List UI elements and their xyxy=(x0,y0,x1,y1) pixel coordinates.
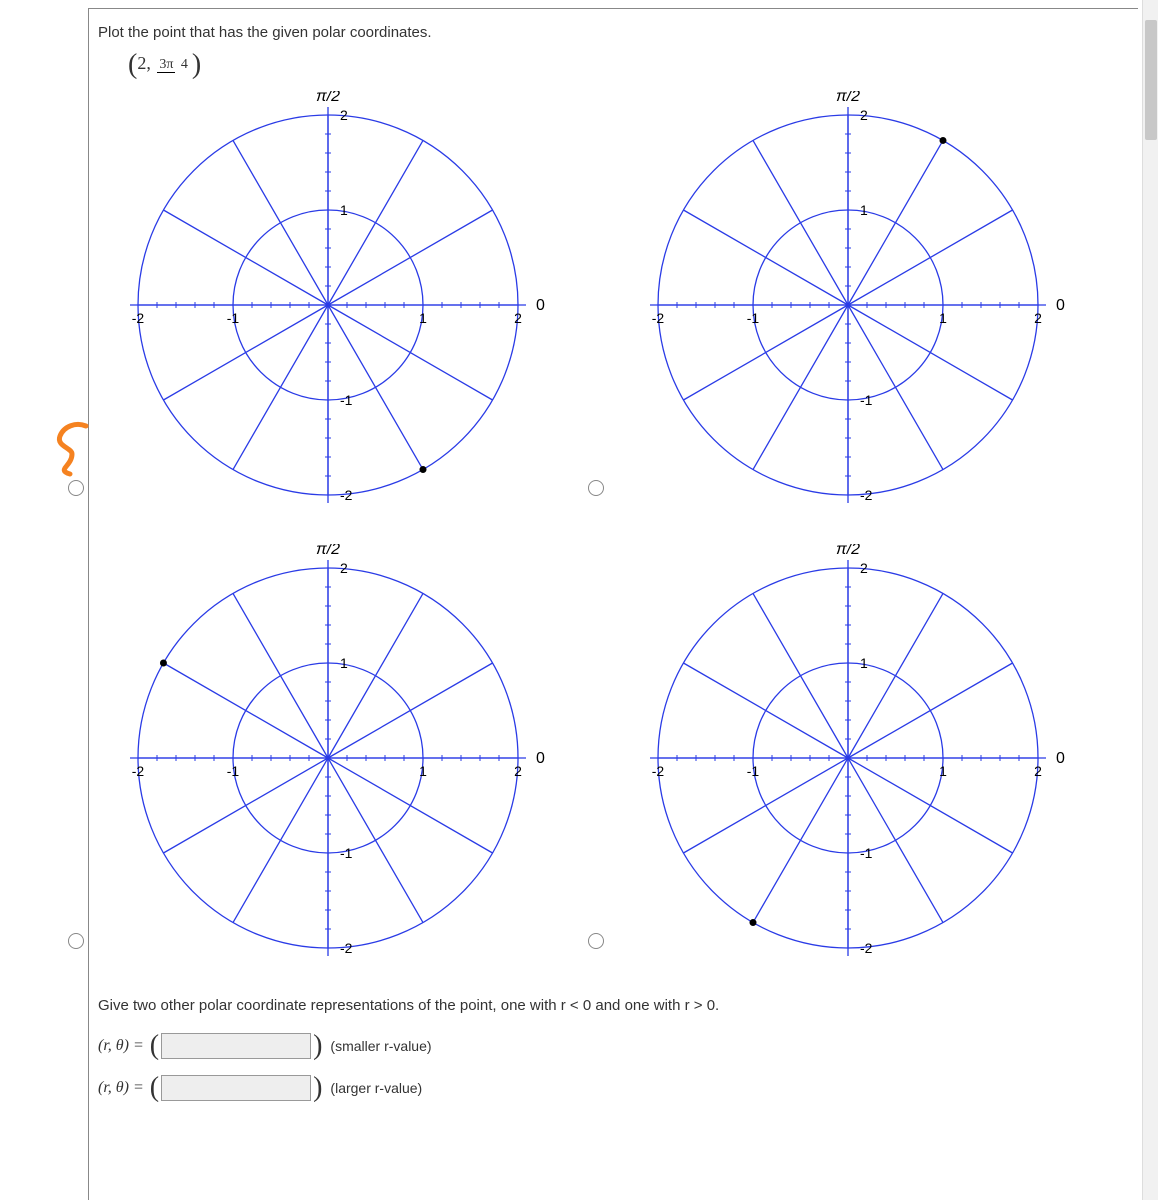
svg-text:1: 1 xyxy=(340,655,348,671)
svg-text:-1: -1 xyxy=(860,845,873,861)
svg-text:0: 0 xyxy=(1056,750,1065,767)
svg-text:-1: -1 xyxy=(860,392,873,408)
answer-hint: (smaller r-value) xyxy=(330,1038,431,1054)
followup-prompt: Give two other polar coordinate represen… xyxy=(98,997,1158,1014)
svg-text:2: 2 xyxy=(340,560,348,576)
svg-text:-1: -1 xyxy=(340,845,353,861)
option-radio-D[interactable] xyxy=(588,933,604,949)
svg-text:2: 2 xyxy=(340,107,348,123)
svg-text:0: 0 xyxy=(536,297,545,314)
svg-text:1: 1 xyxy=(939,310,947,326)
svg-text:2: 2 xyxy=(1034,763,1042,779)
polar-chart-C: -2 -1 1 2 2 1 -1 -2 π/2 0 xyxy=(98,544,578,967)
option-cell-D: -2 -1 1 2 2 1 -1 -2 π/2 0 xyxy=(618,544,1098,967)
answer-row-2: (r, θ) = ( ) (larger r-value) xyxy=(98,1072,1158,1104)
svg-text:-1: -1 xyxy=(340,392,353,408)
svg-text:1: 1 xyxy=(340,202,348,218)
answer-lhs: (r, θ) = xyxy=(98,1037,144,1055)
svg-text:-2: -2 xyxy=(860,940,873,956)
svg-text:1: 1 xyxy=(419,310,427,326)
svg-text:π/2: π/2 xyxy=(316,544,340,558)
svg-text:1: 1 xyxy=(860,202,868,218)
polar-chart-A: -2 -1 1 2 2 1 -1 -2 π/2 0 xyxy=(98,91,578,514)
svg-text:-2: -2 xyxy=(652,310,665,326)
separator-left xyxy=(88,8,89,1200)
polar-chart-D: -2 -1 1 2 2 1 -1 -2 π/2 0 xyxy=(618,544,1098,967)
svg-text:2: 2 xyxy=(514,310,522,326)
polar-chart-B: -2 -1 1 2 2 1 -1 -2 π/2 0 xyxy=(618,91,1098,514)
answer-input-larger[interactable] xyxy=(161,1075,311,1101)
theta-denominator: 4 xyxy=(179,57,190,72)
option-radio-C[interactable] xyxy=(68,933,84,949)
given-r: 2 xyxy=(137,53,146,73)
page: Plot the point that has the given polar … xyxy=(0,0,1158,1200)
svg-text:1: 1 xyxy=(939,763,947,779)
svg-text:-2: -2 xyxy=(132,763,145,779)
given-theta-fraction: 3π 4 xyxy=(157,58,190,72)
svg-text:-1: -1 xyxy=(747,310,760,326)
svg-text:-2: -2 xyxy=(340,487,353,503)
svg-text:1: 1 xyxy=(419,763,427,779)
svg-text:-1: -1 xyxy=(227,310,240,326)
svg-text:0: 0 xyxy=(536,750,545,767)
svg-text:2: 2 xyxy=(514,763,522,779)
svg-text:2: 2 xyxy=(1034,310,1042,326)
svg-text:-2: -2 xyxy=(340,940,353,956)
option-cell-A: -2 -1 1 2 2 1 -1 -2 π/2 0 xyxy=(98,91,578,514)
svg-text:-2: -2 xyxy=(132,310,145,326)
option-cell-B: -2 -1 1 2 2 1 -1 -2 π/2 0 xyxy=(618,91,1098,514)
handwriting-scribble xyxy=(46,420,94,480)
svg-text:1: 1 xyxy=(860,655,868,671)
answer-input-smaller[interactable] xyxy=(161,1033,311,1059)
svg-text:2: 2 xyxy=(860,107,868,123)
theta-numerator: 3π xyxy=(157,57,175,73)
given-coordinates: (2, 3π 4 ) xyxy=(128,49,1158,81)
answer-lhs: (r, θ) = xyxy=(98,1079,144,1097)
svg-text:π/2: π/2 xyxy=(316,91,340,105)
scrollbar-thumb[interactable] xyxy=(1145,20,1157,140)
svg-text:-2: -2 xyxy=(652,763,665,779)
svg-text:-1: -1 xyxy=(227,763,240,779)
answer-row-1: (r, θ) = ( ) (smaller r-value) xyxy=(98,1030,1158,1062)
answer-hint: (larger r-value) xyxy=(330,1080,422,1096)
svg-text:0: 0 xyxy=(1056,297,1065,314)
question-prompt: Plot the point that has the given polar … xyxy=(98,24,1158,41)
option-radio-B[interactable] xyxy=(588,480,604,496)
separator-top xyxy=(88,8,1138,9)
options-grid: -2 -1 1 2 2 1 -1 -2 π/2 0 -2 -1 1 2 2 1 -1 -2 π/2 0 -2 -1 1 2 2 1… xyxy=(98,91,1098,967)
scrollbar-vertical[interactable] xyxy=(1142,0,1158,1200)
svg-text:π/2: π/2 xyxy=(836,91,860,105)
option-cell-C: -2 -1 1 2 2 1 -1 -2 π/2 0 xyxy=(98,544,578,967)
svg-text:π/2: π/2 xyxy=(836,544,860,558)
svg-text:-2: -2 xyxy=(860,487,873,503)
svg-text:-1: -1 xyxy=(747,763,760,779)
option-radio-A[interactable] xyxy=(68,480,84,496)
svg-text:2: 2 xyxy=(860,560,868,576)
